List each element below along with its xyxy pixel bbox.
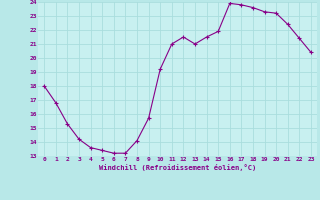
X-axis label: Windchill (Refroidissement éolien,°C): Windchill (Refroidissement éolien,°C) <box>99 164 256 171</box>
